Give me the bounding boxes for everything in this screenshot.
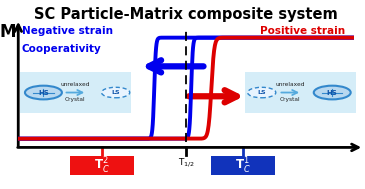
Text: T$_C^2$: T$_C^2$	[94, 156, 110, 176]
FancyBboxPatch shape	[20, 72, 131, 113]
Text: unrelaxed: unrelaxed	[61, 82, 90, 87]
Title: SC Particle-Matrix composite system: SC Particle-Matrix composite system	[34, 6, 338, 22]
FancyBboxPatch shape	[211, 156, 275, 175]
Text: Positive strain: Positive strain	[260, 26, 345, 36]
FancyBboxPatch shape	[245, 72, 356, 113]
Text: unrelaxed: unrelaxed	[276, 82, 305, 87]
Text: HS: HS	[327, 90, 338, 95]
Text: M: M	[0, 23, 16, 41]
Circle shape	[314, 86, 351, 99]
Text: LS: LS	[111, 90, 120, 95]
Text: T$_{1/2}$: T$_{1/2}$	[178, 156, 195, 169]
Text: T$_C^1$: T$_C^1$	[235, 156, 251, 176]
Text: HS: HS	[38, 90, 49, 95]
Text: Cooperativity: Cooperativity	[22, 44, 101, 54]
FancyBboxPatch shape	[70, 156, 134, 175]
Circle shape	[101, 87, 130, 98]
Text: LS: LS	[257, 90, 266, 95]
Circle shape	[25, 86, 62, 99]
Circle shape	[247, 87, 276, 98]
Text: Crystal: Crystal	[65, 97, 86, 102]
Text: Crystal: Crystal	[280, 97, 300, 102]
Text: Negative strain: Negative strain	[22, 26, 113, 36]
